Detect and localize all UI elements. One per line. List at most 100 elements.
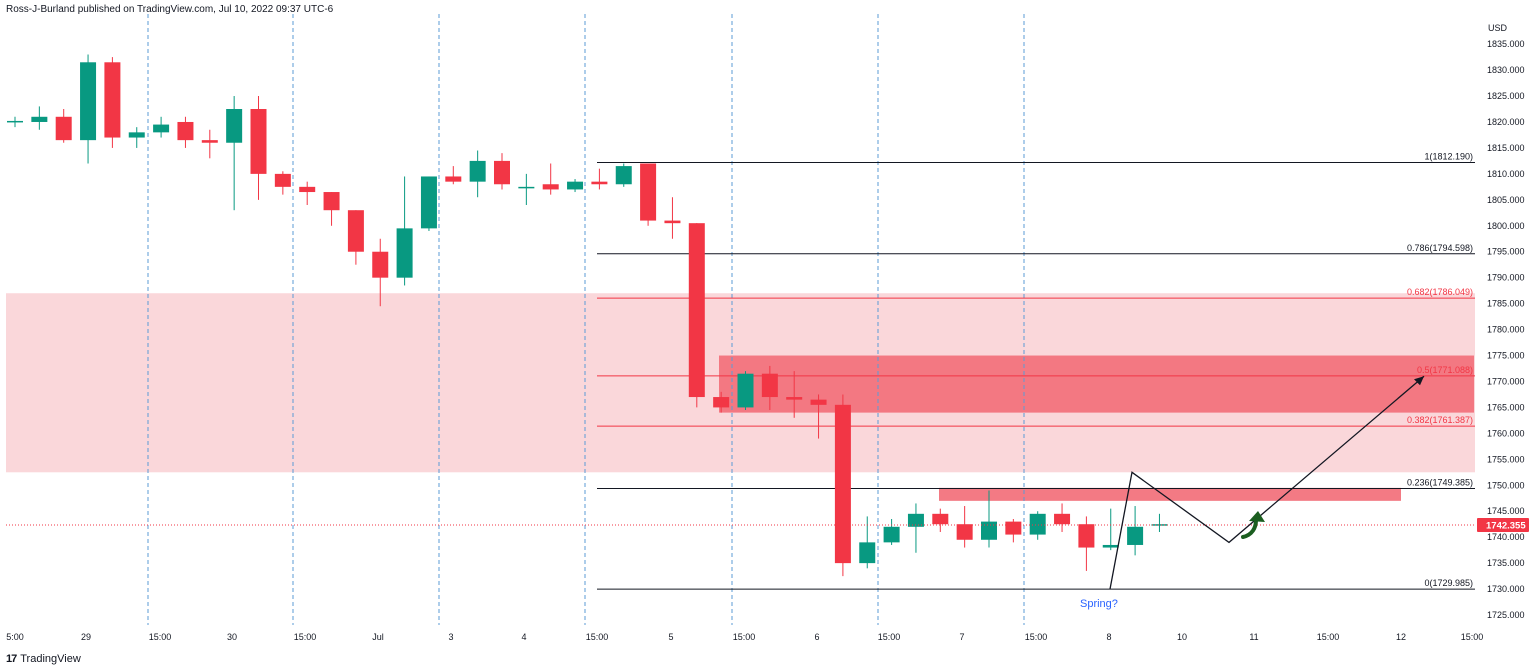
candle[interactable] [201,129,218,159]
candle-body[interactable] [713,397,730,408]
candle[interactable] [80,54,97,164]
candle-body[interactable] [323,192,340,211]
candle[interactable] [956,506,973,548]
candle-body[interactable] [31,116,48,122]
candle-body[interactable] [761,373,778,398]
candle[interactable] [615,163,632,187]
candle[interactable] [591,168,608,190]
supply-zone[interactable] [719,355,1474,413]
candle-body[interactable] [153,124,170,133]
candle-body[interactable] [542,184,559,190]
candle-body[interactable] [518,186,535,189]
candle-body[interactable] [201,140,218,143]
candle[interactable] [907,503,924,553]
candle-body[interactable] [956,524,973,540]
candle-body[interactable] [469,160,486,182]
candle-body[interactable] [640,163,657,221]
fibonacci-retracement[interactable]: 1(1812.190) 0.786(1794.598) 0.682(1786.049… [597,152,1475,590]
candle-body[interactable] [396,228,413,278]
candle[interactable] [177,116,194,148]
candle[interactable] [713,391,730,413]
candle-body[interactable] [1127,526,1144,545]
candle-body[interactable] [274,173,291,187]
candle-body[interactable] [981,521,997,540]
candle[interactable] [542,163,559,195]
candle-body[interactable] [786,397,803,400]
candle[interactable] [567,179,584,193]
candle[interactable] [274,171,291,195]
candle-body[interactable] [372,251,389,278]
candle[interactable] [347,210,364,265]
candle[interactable] [518,173,535,206]
candle-body[interactable] [494,160,510,185]
candle-body[interactable] [104,62,121,138]
candle[interactable] [834,394,851,577]
candle[interactable] [1127,506,1144,556]
candle[interactable] [688,223,705,408]
candle[interactable] [153,116,170,138]
candle[interactable] [396,176,413,286]
candle-body[interactable] [1054,513,1071,525]
candle-body[interactable] [883,526,900,543]
candle[interactable] [469,150,486,198]
candle[interactable] [7,116,23,128]
candle[interactable] [1029,511,1046,540]
candle-body[interactable] [907,513,924,527]
candle-body[interactable] [299,186,316,193]
candle-body[interactable] [810,399,827,405]
candle-body[interactable] [1151,524,1168,526]
candles-layer[interactable] [7,54,1168,577]
candle-body[interactable] [615,166,632,185]
candle[interactable] [883,519,900,545]
candle[interactable] [226,96,243,211]
candle[interactable] [786,371,803,418]
candle-body[interactable] [7,120,23,123]
candle[interactable] [640,163,657,226]
candle-body[interactable] [1005,521,1022,535]
candle[interactable] [737,371,754,411]
candle[interactable] [1102,508,1119,551]
candle-body[interactable] [128,132,145,138]
candle-body[interactable] [420,176,437,229]
candle-body[interactable] [834,404,851,564]
candle[interactable] [1005,519,1022,543]
candle-body[interactable] [250,109,267,174]
candle[interactable] [299,181,316,206]
candle[interactable] [104,57,121,148]
candle[interactable] [372,238,389,307]
candle-body[interactable] [591,181,608,185]
candle[interactable] [445,166,462,185]
candle-body[interactable] [859,542,876,564]
candle[interactable] [494,153,510,190]
candle-body[interactable] [1078,524,1095,548]
candle[interactable] [31,106,48,130]
candle-body[interactable] [445,176,462,182]
candle[interactable] [323,192,340,226]
candle-body[interactable] [177,121,194,141]
candle[interactable] [420,176,437,231]
candle-body[interactable] [664,220,681,224]
candle-body[interactable] [688,223,705,398]
time-axis[interactable]: 5:00 29 15:00 30 15:00 Jul 3 4 15:00 5 15:00 6 15:00… [6,632,1483,642]
candle-body[interactable] [1102,544,1119,548]
candle-body[interactable] [567,181,584,190]
candle[interactable] [981,490,997,548]
candle[interactable] [810,394,827,439]
candle[interactable] [128,127,145,148]
candle[interactable] [859,516,876,569]
price-axis[interactable]: USD 1725.000 1730.000 1735.000 1740.000 1745.… [1477,23,1529,620]
drawings-layer[interactable]: Spring? [6,375,1475,610]
supply-zone[interactable] [939,487,1401,501]
candle-body[interactable] [737,373,754,408]
candle[interactable] [1054,503,1071,532]
projection-path[interactable] [1109,375,1425,590]
candle[interactable] [55,109,72,143]
candle[interactable] [1078,516,1095,571]
candle-body[interactable] [55,116,72,141]
candle-body[interactable] [226,109,243,143]
candle-body[interactable] [347,210,364,252]
candle-body[interactable] [1029,513,1046,535]
candle[interactable] [932,508,949,532]
candle-body[interactable] [80,62,97,141]
